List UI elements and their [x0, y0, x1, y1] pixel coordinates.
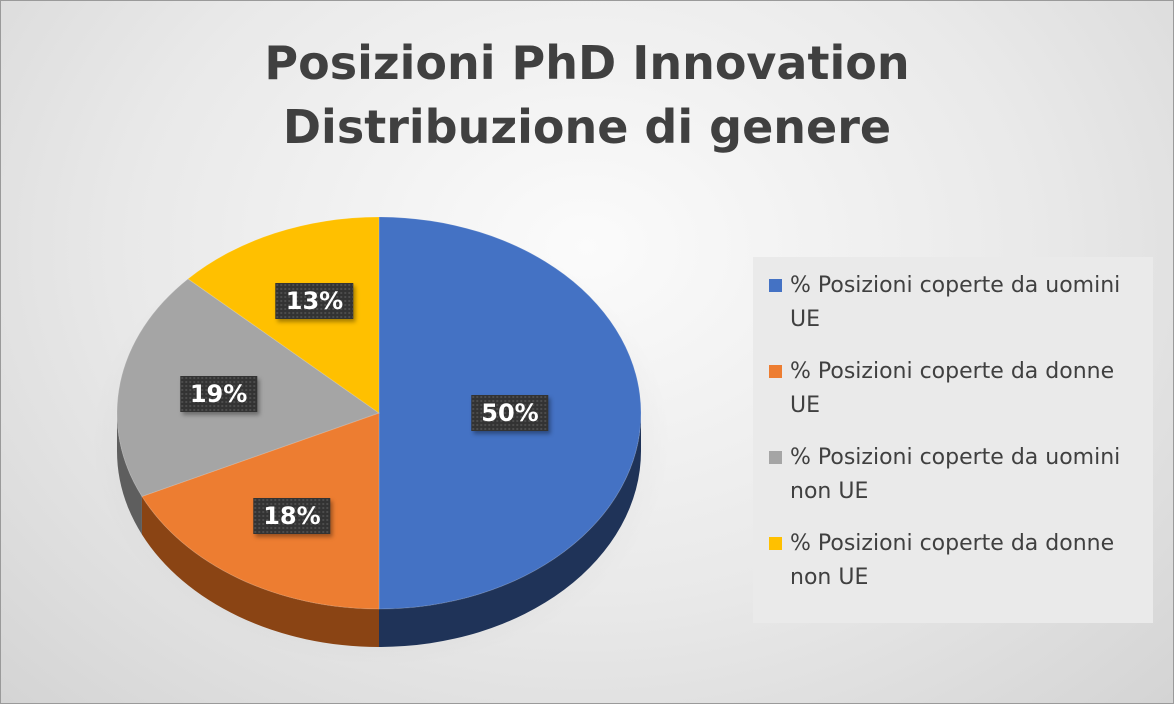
- data-label-1: 50%: [471, 395, 549, 431]
- legend: % Posizioni coperte da uomini UE % Posizi…: [753, 257, 1153, 623]
- legend-item-1: % Posizioni coperte da uomini UE: [769, 269, 1153, 337]
- chart-title: Posizioni PhD Innovation Distribuzione d…: [1, 31, 1173, 159]
- chart-title-line-1: Posizioni PhD Innovation: [264, 36, 910, 90]
- legend-swatch-4: [769, 537, 782, 550]
- legend-swatch-1: [769, 279, 782, 292]
- data-label-4: 13%: [275, 283, 354, 320]
- legend-item-3: % Posizioni coperte da uomini non UE: [769, 441, 1153, 509]
- legend-label-4: % Posizioni coperte da donne non UE: [790, 531, 1115, 590]
- pie-tops: [116, 216, 642, 610]
- pie-sides: [117, 413, 641, 647]
- legend-swatch-2: [769, 365, 782, 378]
- legend-label-3: % Posizioni coperte da uomini non UE: [790, 445, 1121, 504]
- pie-slice-side-1: [379, 413, 641, 647]
- legend-item-2: % Posizioni coperte da donne UE: [769, 355, 1153, 423]
- data-label-2: 18%: [253, 497, 331, 534]
- pie-slice-side-3: [117, 413, 142, 535]
- pie-slice-side-2: [141, 496, 379, 647]
- legend-label-1: % Posizioni coperte da uomini UE: [790, 273, 1121, 332]
- legend-label-2: % Posizioni coperte da donne UE: [790, 359, 1115, 418]
- chart-title-line-2: Distribuzione di genere: [282, 100, 892, 154]
- legend-swatch-3: [769, 451, 782, 464]
- data-label-3: 19%: [179, 375, 258, 412]
- legend-item-4: % Posizioni coperte da donne non UE: [769, 527, 1153, 595]
